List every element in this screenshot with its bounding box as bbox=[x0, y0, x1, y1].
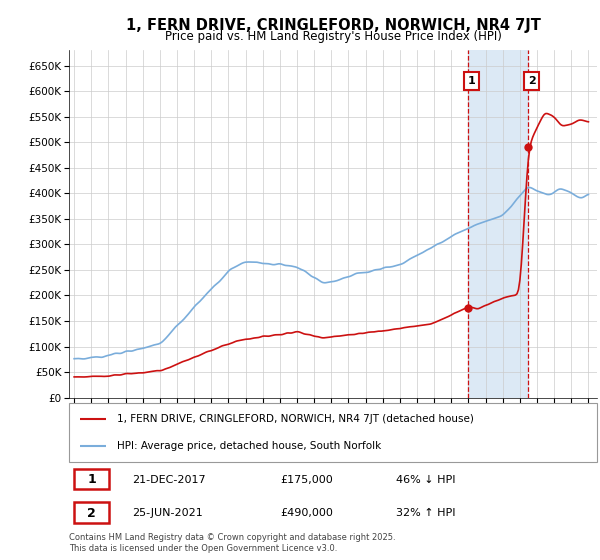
Text: Price paid vs. HM Land Registry's House Price Index (HPI): Price paid vs. HM Land Registry's House … bbox=[164, 30, 502, 43]
Text: 1: 1 bbox=[467, 76, 475, 86]
Text: HPI: Average price, detached house, South Norfolk: HPI: Average price, detached house, Sout… bbox=[116, 441, 381, 451]
Text: 21-DEC-2017: 21-DEC-2017 bbox=[133, 475, 206, 484]
Text: 1: 1 bbox=[88, 473, 96, 486]
FancyBboxPatch shape bbox=[74, 469, 109, 489]
Text: 46% ↓ HPI: 46% ↓ HPI bbox=[397, 475, 456, 484]
Text: 25-JUN-2021: 25-JUN-2021 bbox=[133, 508, 203, 518]
Text: 2: 2 bbox=[527, 76, 535, 86]
FancyBboxPatch shape bbox=[74, 502, 109, 523]
FancyBboxPatch shape bbox=[69, 403, 597, 462]
Text: 2: 2 bbox=[88, 507, 96, 520]
Text: 1, FERN DRIVE, CRINGLEFORD, NORWICH, NR4 7JT: 1, FERN DRIVE, CRINGLEFORD, NORWICH, NR4… bbox=[125, 18, 541, 32]
Text: 32% ↑ HPI: 32% ↑ HPI bbox=[397, 508, 456, 518]
Bar bbox=[468, 50, 528, 398]
Text: £175,000: £175,000 bbox=[280, 475, 333, 484]
Text: £490,000: £490,000 bbox=[280, 508, 333, 518]
Text: Contains HM Land Registry data © Crown copyright and database right 2025.
This d: Contains HM Land Registry data © Crown c… bbox=[69, 533, 395, 553]
Text: 1, FERN DRIVE, CRINGLEFORD, NORWICH, NR4 7JT (detached house): 1, FERN DRIVE, CRINGLEFORD, NORWICH, NR4… bbox=[116, 414, 473, 424]
